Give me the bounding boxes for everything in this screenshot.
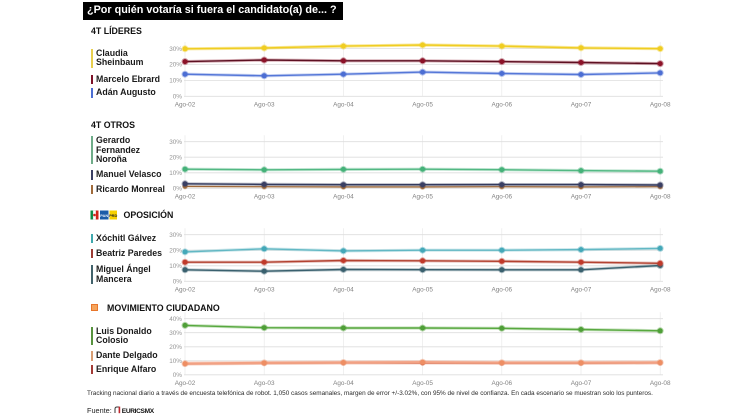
svg-text:Ago-05: Ago-05 [412, 194, 433, 201]
svg-text:Ago-07: Ago-07 [571, 380, 592, 387]
svg-text:10%: 10% [169, 358, 182, 365]
svg-text:Ago-08: Ago-08 [650, 380, 671, 387]
svg-text:10%: 10% [169, 170, 182, 177]
svg-text:20%: 20% [169, 344, 182, 351]
svg-text:0%: 0% [173, 94, 183, 101]
svg-text:Ago-05: Ago-05 [412, 102, 433, 109]
svg-text:30%: 30% [169, 139, 182, 146]
svg-text:0%: 0% [173, 279, 183, 286]
svg-text:Ago-02: Ago-02 [175, 380, 196, 387]
svg-text:10%: 10% [169, 78, 182, 85]
svg-text:Ago-05: Ago-05 [412, 380, 433, 387]
svg-text:Ago-04: Ago-04 [333, 380, 354, 387]
svg-text:40%: 40% [169, 316, 182, 323]
svg-text:10%: 10% [169, 263, 182, 270]
svg-text:30%: 30% [169, 330, 182, 337]
svg-text:PAN: PAN [100, 213, 108, 218]
svg-text:Ago-02: Ago-02 [175, 102, 196, 109]
svg-text:Ago-04: Ago-04 [333, 102, 354, 109]
svg-text:Ago-03: Ago-03 [254, 194, 275, 201]
svg-text:Ago-03: Ago-03 [254, 287, 275, 294]
svg-text:20%: 20% [169, 248, 182, 255]
svg-text:Ago-07: Ago-07 [571, 287, 592, 294]
svg-text:PRD: PRD [109, 213, 117, 218]
svg-text:Ago-06: Ago-06 [491, 102, 512, 109]
svg-text:30%: 30% [169, 46, 182, 53]
svg-text:Ago-02: Ago-02 [175, 194, 196, 201]
svg-text:0%: 0% [173, 372, 183, 379]
svg-text:Ago-08: Ago-08 [650, 194, 671, 201]
svg-text:Ago-06: Ago-06 [491, 287, 512, 294]
svg-text:Ago-07: Ago-07 [571, 102, 592, 109]
svg-text:Ago-04: Ago-04 [333, 287, 354, 294]
svg-text:Ago-08: Ago-08 [650, 102, 671, 109]
svg-text:0%: 0% [173, 186, 183, 193]
svg-text:30%: 30% [169, 232, 182, 239]
svg-text:Ago-04: Ago-04 [333, 194, 354, 201]
svg-text:Ago-05: Ago-05 [412, 287, 433, 294]
svg-text:Ago-03: Ago-03 [254, 102, 275, 109]
svg-text:Ago-06: Ago-06 [491, 194, 512, 201]
svg-text:Ago-02: Ago-02 [175, 287, 196, 294]
svg-text:Ago-08: Ago-08 [650, 287, 671, 294]
svg-text:Ago-07: Ago-07 [571, 194, 592, 201]
svg-text:20%: 20% [169, 62, 182, 69]
svg-text:Ago-06: Ago-06 [491, 380, 512, 387]
svg-text:20%: 20% [169, 155, 182, 162]
svg-text:Ago-03: Ago-03 [254, 380, 275, 387]
